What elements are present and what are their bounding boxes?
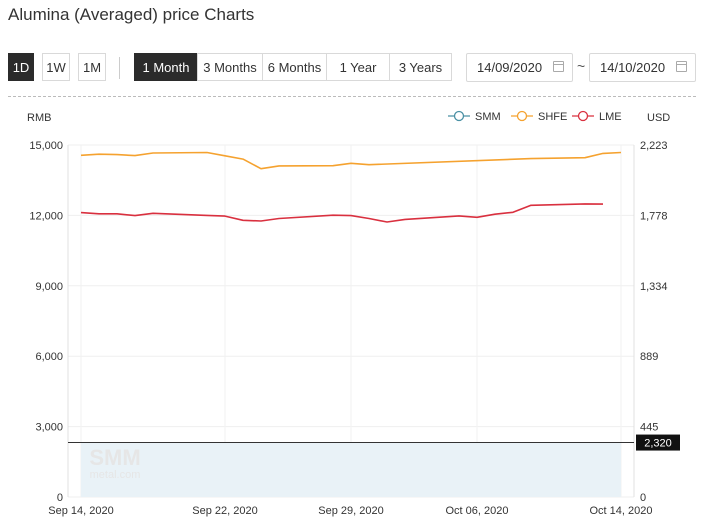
right-tick-label: 0 (640, 492, 646, 504)
x-tick-label: Sep 14, 2020 (48, 505, 113, 517)
right-tick-label: 445 (640, 422, 658, 434)
y-tick-label: 0 (57, 492, 63, 504)
calendar-icon[interactable] (553, 61, 564, 72)
interval-1m-button[interactable]: 1M (78, 53, 106, 81)
range-3-months-button[interactable]: 3 Months (197, 53, 262, 81)
left-axis-label: RMB (27, 112, 51, 124)
series-line-shfe (80, 151, 622, 170)
series-line-lme (80, 203, 604, 223)
reference-value-badge (636, 434, 680, 451)
range-1-month-button[interactable]: 1 Month (134, 53, 197, 81)
watermark-sub: metal.com (90, 469, 141, 481)
range-button-group: 1 Month 3 Months 6 Months 1 Year 3 Years (134, 53, 452, 82)
date-from-field[interactable]: 14/09/2020 (466, 53, 573, 82)
y-tick-label: 6,000 (35, 351, 63, 363)
right-tick-label: 1,334 (640, 281, 668, 293)
x-tick-label: Oct 14, 2020 (590, 505, 653, 517)
range-1-year-button[interactable]: 1 Year (326, 53, 389, 81)
toolbar-divider (119, 57, 120, 79)
right-tick-label: 1,778 (640, 210, 668, 222)
reference-area (81, 442, 621, 497)
right-tick-label: 2,223 (640, 140, 668, 152)
y-tick-label: 3,000 (35, 422, 63, 434)
reference-value-label: 2,320 (644, 438, 672, 450)
page-title: Alumina (Averaged) price Charts (8, 5, 255, 24)
date-from-value: 14/09/2020 (477, 60, 543, 75)
x-tick-label: Sep 29, 2020 (318, 505, 383, 517)
legend-marker-icon[interactable] (516, 110, 528, 122)
legend-label-shfe[interactable]: SHFE (538, 111, 567, 123)
interval-1d-button[interactable]: 1D (8, 53, 34, 81)
range-3-years-button[interactable]: 3 Years (389, 53, 452, 81)
legend-marker-icon[interactable] (453, 110, 465, 122)
x-tick-label: Sep 22, 2020 (192, 505, 257, 517)
section-divider (8, 96, 696, 97)
y-tick-label: 12,000 (29, 210, 63, 222)
x-tick-label: Oct 06, 2020 (446, 505, 509, 517)
y-tick-label: 15,000 (29, 140, 63, 152)
legend-marker-icon[interactable] (577, 110, 589, 122)
legend-label-smm[interactable]: SMM (475, 111, 501, 123)
calendar-icon[interactable] (676, 61, 687, 72)
date-to-value: 14/10/2020 (600, 60, 666, 75)
legend-label-lme[interactable]: LME (599, 111, 622, 123)
y-tick-label: 9,000 (35, 281, 63, 293)
interval-1w-button[interactable]: 1W (42, 53, 70, 81)
range-6-months-button[interactable]: 6 Months (262, 53, 326, 81)
watermark: SMM (89, 445, 140, 470)
date-to-field[interactable]: 14/10/2020 (589, 53, 696, 82)
date-separator: ~ (577, 58, 586, 74)
right-tick-label: 889 (640, 351, 658, 363)
right-axis-label: USD (647, 112, 670, 124)
